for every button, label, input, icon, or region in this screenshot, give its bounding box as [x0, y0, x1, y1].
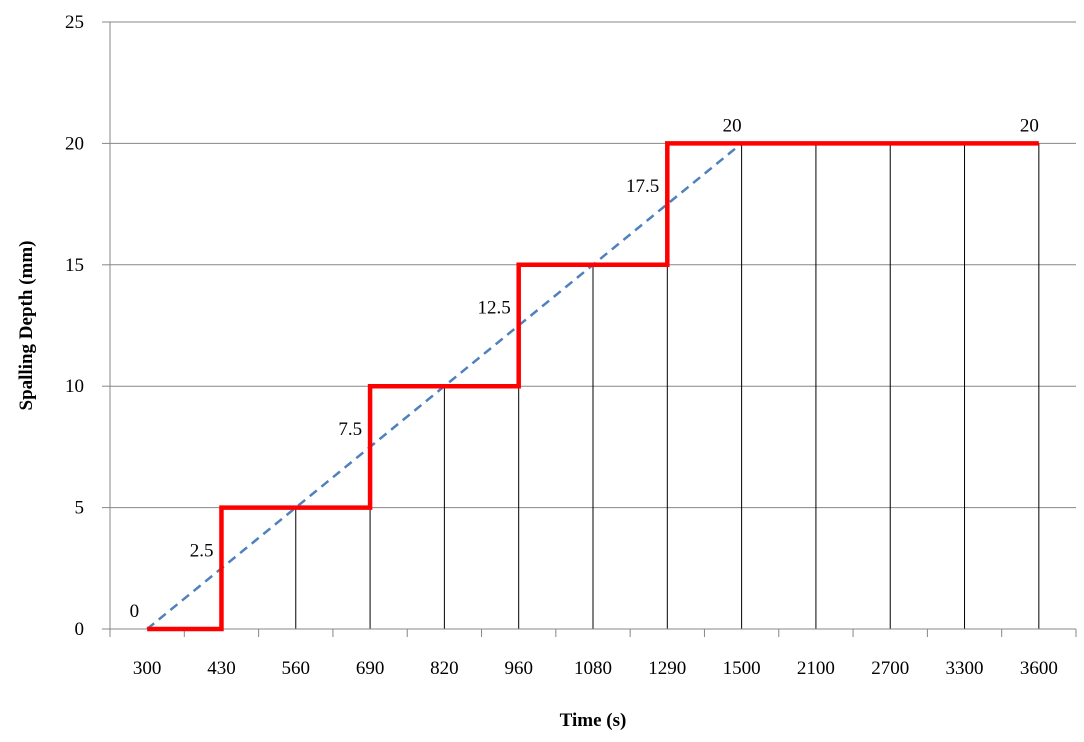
y-tick-label: 5: [75, 498, 85, 519]
x-tick-label: 300: [133, 658, 162, 679]
x-tick-label: 1080: [574, 658, 612, 679]
data-label: 17.5: [626, 176, 659, 197]
x-tick-label: 3300: [946, 658, 984, 679]
data-label: 20: [1020, 115, 1039, 136]
x-tick-label: 820: [430, 658, 459, 679]
y-axis-title: Spalling Depth (mm): [16, 241, 37, 411]
data-label: 12.5: [477, 298, 510, 319]
x-tick-label: 560: [282, 658, 311, 679]
x-tick-label: 2100: [797, 658, 835, 679]
data-label: 2.5: [190, 540, 214, 561]
y-tick-label: 0: [75, 619, 85, 640]
x-tick-label: 1500: [723, 658, 761, 679]
step-series-line: [147, 141, 1039, 632]
x-tick-label: 2700: [871, 658, 909, 679]
y-tick-label: 25: [65, 12, 84, 33]
x-axis-title: Time (s): [560, 710, 627, 731]
x-tick-label: 690: [356, 658, 385, 679]
y-tick-label: 15: [65, 255, 84, 276]
x-tick-label: 3600: [1020, 658, 1058, 679]
y-tick-label: 20: [65, 133, 84, 154]
data-label: 0: [130, 601, 140, 622]
x-tick-label: 1290: [648, 658, 686, 679]
data-label: 7.5: [338, 419, 362, 440]
x-tick-label: 960: [504, 658, 533, 679]
y-tick-label: 10: [65, 376, 84, 397]
x-tick-label: 430: [207, 658, 236, 679]
data-label: 20: [723, 115, 742, 136]
